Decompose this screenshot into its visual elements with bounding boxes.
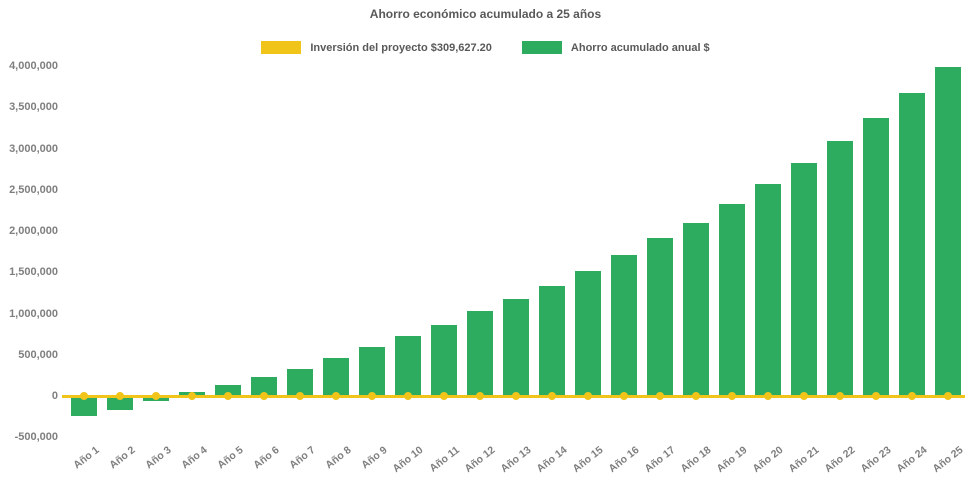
x-axis-tick-label: Año 23: [858, 444, 894, 476]
bar-year-9: [359, 347, 385, 396]
legend-item-investment: Inversión del proyecto $309,627.20: [261, 41, 492, 54]
y-axis-tick-label: -500,000: [14, 431, 58, 444]
x-axis-tick-label: Año 6: [251, 444, 282, 472]
x-axis-tick-label: Año 5: [215, 444, 246, 472]
investment-line-marker: [188, 392, 196, 400]
bar-year-15: [575, 271, 601, 396]
bar-year-2: [107, 396, 133, 411]
y-axis-tick-label: 2,500,000: [9, 183, 58, 196]
x-axis-tick-label: Año 25: [930, 444, 966, 476]
bar-year-20: [755, 183, 781, 396]
x-axis-tick-label: Año 17: [642, 444, 678, 476]
investment-legend-label: Inversión del proyecto $309,627.20: [310, 41, 492, 54]
x-axis-tick-label: Año 12: [462, 444, 498, 476]
plot-area: [62, 66, 965, 438]
bar-year-16: [611, 255, 637, 396]
x-axis-tick-label: Año 9: [359, 444, 390, 472]
x-axis: Año 1 Año 2 Año 3 Año 4 Año 5 Año 6 Año 7 Año 8…: [62, 440, 965, 485]
x-axis-tick-label: Año 22: [822, 444, 858, 476]
bar-year-18: [683, 222, 709, 396]
bar-year-6: [251, 377, 277, 396]
investment-line-marker: [728, 392, 736, 400]
bar-year-12: [467, 311, 493, 396]
investment-line-marker: [692, 392, 700, 400]
x-axis-tick-label: Año 18: [678, 444, 714, 476]
bar-year-10: [395, 336, 421, 396]
investment-line-marker: [836, 392, 844, 400]
investment-line-marker: [908, 392, 916, 400]
x-axis-tick-label: Año 19: [714, 444, 750, 476]
bar-year-7: [287, 369, 313, 396]
bar-year-17: [647, 238, 673, 396]
x-axis-tick-label: Año 1: [71, 444, 102, 472]
x-axis-tick-label: Año 13: [498, 444, 534, 476]
savings-legend-swatch: [521, 41, 562, 54]
y-axis-tick-label: 3,500,000: [9, 101, 58, 114]
x-axis-tick-label: Año 10: [390, 444, 426, 476]
investment-line-marker: [548, 392, 556, 400]
bar-year-5: [215, 385, 241, 396]
y-axis-tick-label: 4,000,000: [9, 60, 58, 72]
y-axis-tick-label: 3,000,000: [9, 142, 58, 155]
bar-year-14: [539, 286, 565, 396]
bar-year-1: [71, 396, 97, 416]
bar-year-21: [791, 162, 817, 396]
x-axis-tick-label: Año 15: [570, 444, 606, 476]
investment-line-marker: [152, 392, 160, 400]
x-axis-tick-label: Año 20: [750, 444, 786, 476]
investment-line-marker: [116, 392, 124, 400]
x-axis-tick-label: Año 3: [143, 444, 174, 472]
x-axis-tick-label: Año 2: [107, 444, 138, 472]
investment-line-marker: [296, 392, 304, 400]
investment-line-marker: [440, 392, 448, 400]
bar-year-25: [935, 66, 961, 396]
chart-title: Ahorro económico acumulado a 25 años: [369, 7, 602, 21]
x-axis-tick-label: Año 14: [534, 444, 570, 476]
savings-legend-label: Ahorro acumulado anual $: [570, 41, 710, 54]
investment-line-marker: [656, 392, 664, 400]
investment-line-marker: [332, 392, 340, 400]
y-axis-tick-label: 2,000,000: [9, 225, 58, 237]
bar-year-24: [899, 93, 925, 396]
bar-year-13: [503, 299, 529, 396]
bar-year-8: [323, 358, 349, 396]
investment-line-marker: [764, 392, 772, 400]
x-axis-tick-label: Año 24: [894, 444, 930, 476]
investment-line-marker: [80, 392, 88, 400]
bar-year-19: [719, 203, 745, 396]
investment-line-marker: [620, 392, 628, 400]
investment-line-marker: [944, 392, 952, 400]
x-axis-tick-label: Año 16: [606, 444, 642, 476]
investment-line-marker: [368, 392, 376, 400]
investment-line-marker: [224, 392, 232, 400]
investment-line-marker: [476, 392, 484, 400]
y-axis-tick-label: 1,000,000: [9, 307, 58, 320]
investment-line-marker: [584, 392, 592, 400]
bar-year-23: [863, 118, 889, 396]
investment-legend-swatch: [261, 41, 302, 54]
x-axis-tick-label: Año 21: [786, 444, 822, 476]
chart-legend: Inversión del proyecto $309,627.20 Ahorr…: [0, 41, 971, 54]
investment-line-marker: [800, 392, 808, 400]
investment-line-marker: [512, 392, 520, 400]
y-axis-tick-label: 0: [51, 390, 58, 402]
bar-year-22: [827, 141, 853, 396]
y-axis: 4,000,000 3,500,000 3,000,000 2,500,000 2,00…: [0, 60, 58, 443]
legend-item-savings: Ahorro acumulado anual $: [521, 41, 710, 54]
y-axis-tick-label: 500,000: [18, 348, 58, 361]
investment-line-marker: [404, 392, 412, 400]
investment-line-marker: [872, 392, 880, 400]
x-axis-tick-label: Año 8: [323, 444, 354, 472]
x-axis-tick-label: Año 4: [179, 444, 210, 472]
y-axis-tick-label: 1,500,000: [9, 266, 58, 279]
investment-line-marker: [260, 392, 268, 400]
x-axis-tick-label: Año 11: [426, 444, 462, 475]
x-axis-tick-label: Año 7: [287, 444, 318, 472]
bar-year-11: [431, 325, 457, 396]
